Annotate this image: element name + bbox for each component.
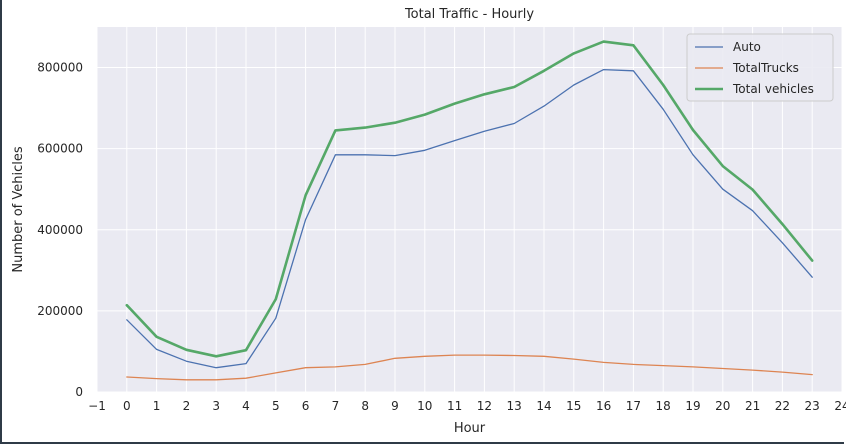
y-axis-ticks: 0 200000 400000 600000 800000 [37, 61, 83, 399]
x-tick-label: 19 [685, 399, 700, 413]
x-tick-label: 0 [123, 399, 131, 413]
legend-entry: Total vehicles [732, 82, 814, 96]
x-tick-label: 14 [536, 399, 551, 413]
x-tick-label: 15 [566, 399, 581, 413]
x-tick-label: 20 [715, 399, 730, 413]
x-tick-label: 23 [805, 399, 820, 413]
x-tick-label: 24 [834, 399, 846, 413]
x-tick-label: 18 [656, 399, 671, 413]
x-tick-label: 2 [183, 399, 191, 413]
x-tick-label: 13 [507, 399, 522, 413]
x-tick-label: 6 [302, 399, 310, 413]
x-tick-label: 4 [242, 399, 250, 413]
legend-box [686, 33, 834, 102]
x-tick-label: 17 [626, 399, 641, 413]
legend: Auto TotalTrucks Total vehicles [686, 33, 834, 102]
x-tick-label: 22 [775, 399, 790, 413]
x-tick-label: 1 [153, 399, 161, 413]
y-tick-label: 0 [75, 385, 83, 399]
x-axis-ticks: −1 0 1 2 3 4 5 6 7 8 9 10 11 12 13 14 15 16 17 18 19 20 21 22 23… [88, 399, 846, 413]
x-tick-label: 3 [212, 399, 220, 413]
y-tick-label: 800000 [37, 61, 83, 75]
series-line-total-vehicles [125, 40, 814, 358]
chart-title: Total Traffic - Hourly [404, 7, 534, 22]
y-tick-label: 400000 [37, 223, 83, 237]
x-tick-label: 9 [391, 399, 399, 413]
legend-entry: Auto [733, 40, 761, 54]
series-line-totaltrucks [126, 354, 813, 381]
x-tick-label: 11 [447, 399, 462, 413]
x-tick-label: 16 [596, 399, 611, 413]
x-tick-label: 10 [417, 399, 432, 413]
series-lines [125, 40, 814, 381]
y-tick-label: 600000 [37, 142, 83, 156]
x-tick-label: 7 [332, 399, 340, 413]
series-line-auto [126, 68, 813, 369]
x-tick-label: 5 [272, 399, 280, 413]
y-tick-label: 200000 [37, 304, 83, 318]
grid-lines [96, 27, 843, 393]
x-axis-label: Hour [454, 421, 486, 436]
legend-entry: TotalTrucks [732, 61, 799, 75]
x-tick-label: −1 [88, 399, 106, 413]
y-axis-label: Number of Vehicles [11, 146, 26, 273]
x-tick-label: 12 [477, 399, 492, 413]
x-tick-label: 21 [745, 399, 760, 413]
x-tick-label: 8 [361, 399, 369, 413]
